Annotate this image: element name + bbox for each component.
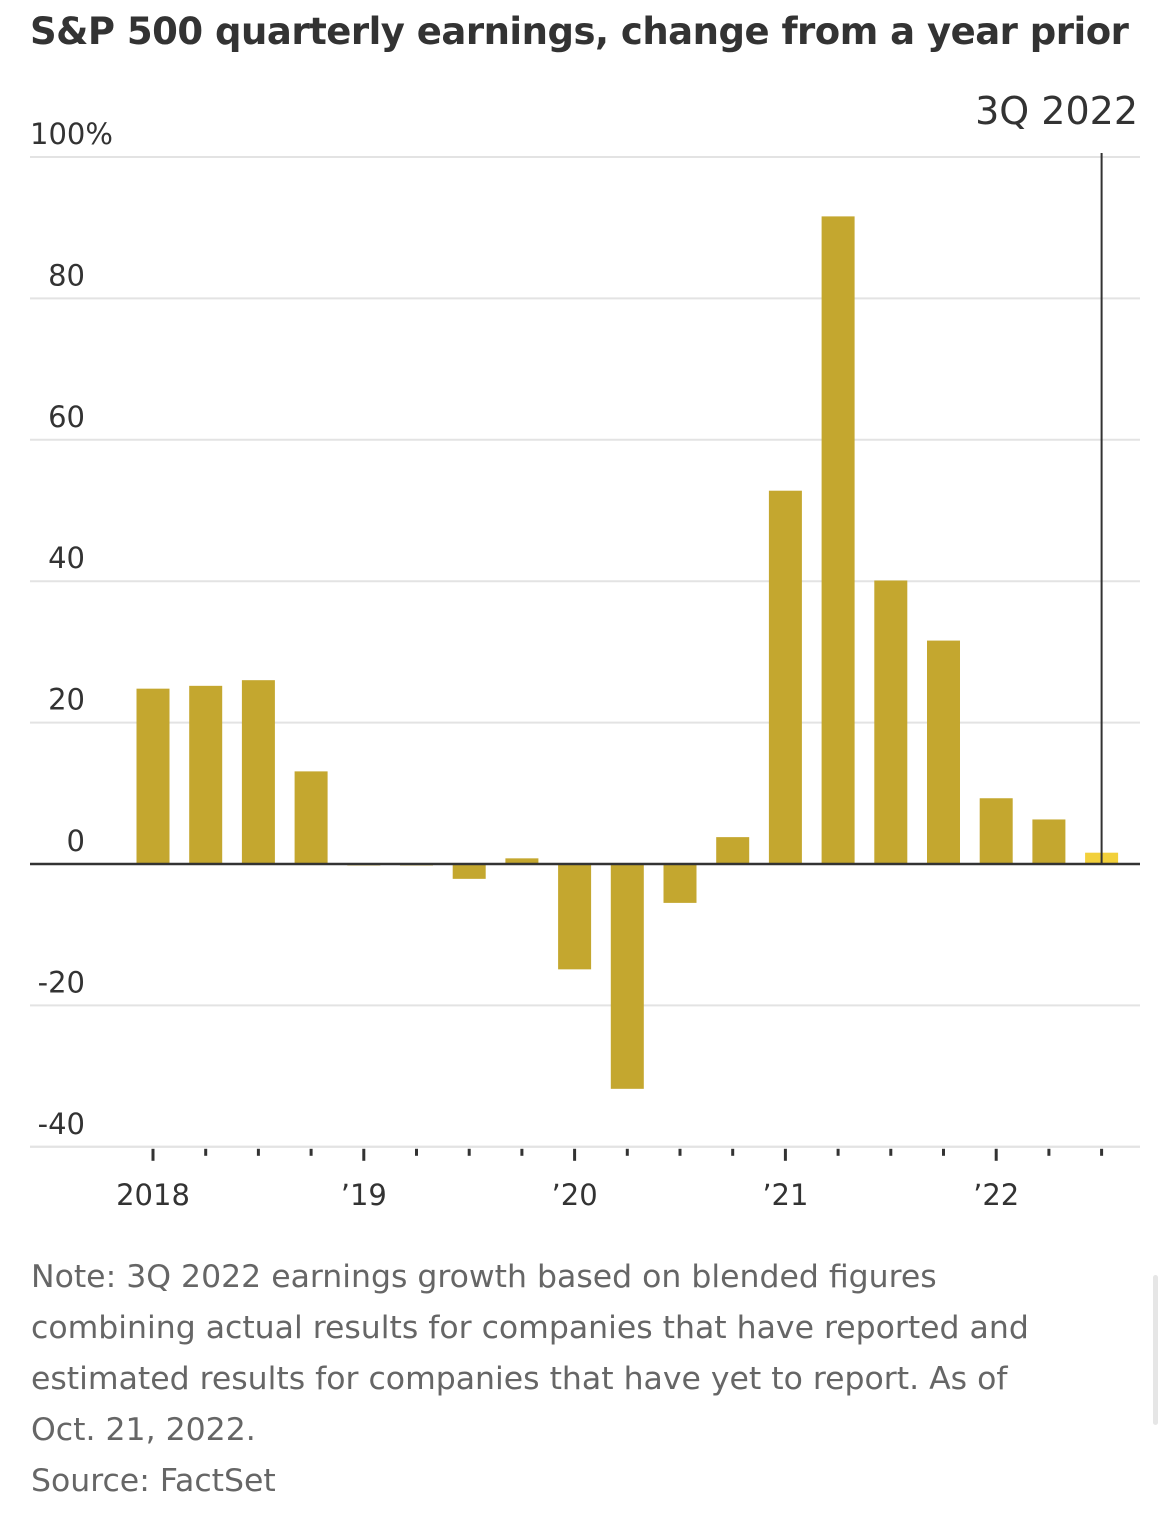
y-tick-label: 100% [30,117,113,151]
bar-chart: 100% 80 60 40 20 0 -20 -40 2018 ’19 ’20 ’21 ’22 3Q … [30,89,1140,1212]
y-tick-label: 20 [48,683,85,717]
note-line: Note: 3Q 2022 earnings growth based on b… [31,1259,937,1295]
x-tick-label: 2018 [116,1178,190,1212]
y-tick-label: 0 [67,824,85,858]
axes [30,862,1140,1148]
source-line: Source: FactSet [31,1463,276,1499]
y-tick-label: -20 [38,965,85,999]
bar [768,490,802,864]
bar [189,685,223,864]
bar [452,864,486,879]
bar [979,798,1013,864]
bar [558,864,592,970]
note-line: Oct. 21, 2022. [31,1412,256,1448]
x-axis-ticks: 2018 ’19 ’20 ’21 ’22 [116,1148,1104,1212]
annotation-label: 3Q 2022 [975,89,1138,133]
x-tick-label: ’22 [973,1178,1019,1212]
y-axis-tick-labels: 100% 80 60 40 20 0 -20 -40 [30,117,113,1141]
y-tick-label: 40 [48,541,85,575]
bar [241,680,275,864]
bars [136,216,1119,1089]
bar [927,640,960,864]
x-tick-label: ’21 [762,1178,808,1212]
bar [663,864,697,903]
bar [716,837,750,864]
grid-lines [30,156,1140,1148]
x-tick-label: ’19 [341,1178,387,1212]
bar [821,216,855,864]
annotation: 3Q 2022 [975,89,1138,864]
chart-note: Note: 3Q 2022 earnings growth based on b… [31,1252,1111,1507]
note-line: combining actual results for companies t… [31,1310,1029,1346]
y-tick-label: -40 [38,1107,85,1141]
bar [505,858,539,864]
chart-title: S&P 500 quarterly earnings, change from … [30,10,1129,53]
y-tick-label: 60 [48,400,85,434]
bar [1032,819,1066,864]
bar [136,688,170,864]
scrollbar[interactable] [1153,1275,1158,1425]
x-tick-label: ’20 [552,1178,598,1212]
y-tick-label: 80 [48,258,85,292]
bar [294,771,328,864]
bar [610,864,644,1089]
bar [874,580,908,864]
note-line: estimated results for companies that hav… [31,1361,1008,1397]
